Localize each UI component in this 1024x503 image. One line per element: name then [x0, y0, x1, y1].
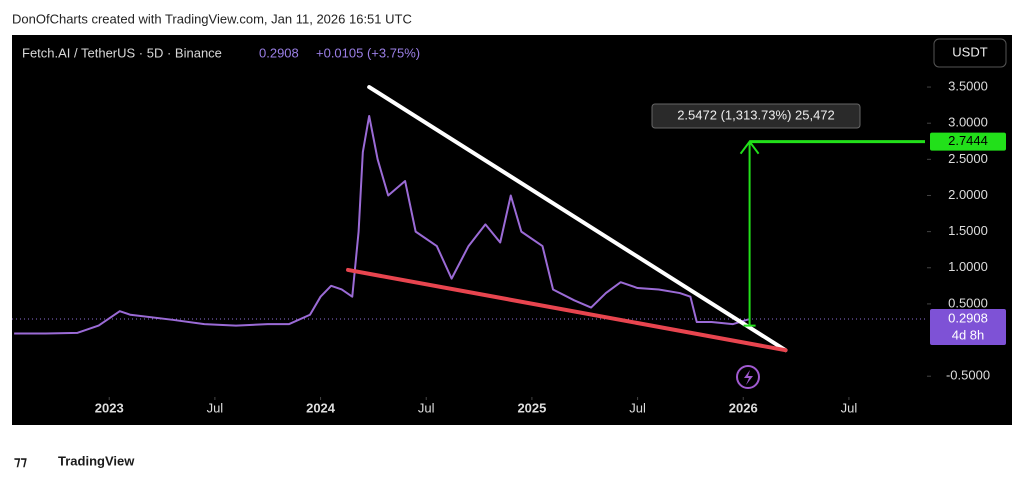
currency[interactable]: USDT [952, 44, 987, 59]
x-tick-label: 2023 [95, 400, 124, 415]
chart-area [12, 35, 1012, 425]
header: DonOfCharts created with TradingView.com… [12, 11, 412, 26]
x-tick-label: 2026 [729, 400, 758, 415]
price-line-series [14, 114, 750, 335]
countdown-label: 4d 8h [952, 327, 985, 342]
measure-label-box [651, 103, 861, 129]
chart-title: Fetch.AI / TetherUS · 5D · Binance [22, 45, 222, 60]
x-tick-label: 2025 [517, 400, 546, 415]
y-tick-label: 3.0000 [948, 115, 988, 130]
y-tick-label: 3.5000 [948, 78, 988, 93]
y-tick-label: 2.0000 [948, 187, 988, 202]
y-tick-label: -0.5000 [946, 368, 990, 383]
trendline [367, 85, 788, 353]
last-price: 0.2908 [259, 45, 299, 60]
target-label: 2.7444 [948, 133, 988, 148]
change: +0.0105 (+3.75%) [316, 45, 420, 60]
x-tick-label: Jul [841, 400, 858, 415]
y-tick-label: 0.5000 [948, 295, 988, 310]
y-tick-label: 1.5000 [948, 223, 988, 238]
measure-label: 2.5472 (1,313.73%) 25,472 [677, 107, 835, 122]
price-tag [930, 309, 1006, 346]
footer-logo: TradingView [58, 453, 135, 468]
y-tick-label: 1.0000 [948, 259, 988, 274]
x-tick-label: Jul [418, 400, 435, 415]
trendline [346, 267, 788, 353]
price-tag-label: 0.2908 [948, 310, 988, 325]
x-tick-label: 2024 [306, 400, 336, 415]
target-tag [930, 132, 1006, 151]
footer-logo-mark: ⁊⁊ [14, 453, 27, 468]
y-tick-label: 2.5000 [948, 151, 988, 166]
currency-button[interactable] [933, 38, 1007, 68]
x-tick-label: Jul [207, 400, 224, 415]
x-tick-label: Jul [629, 400, 646, 415]
lightning-icon [736, 365, 760, 389]
